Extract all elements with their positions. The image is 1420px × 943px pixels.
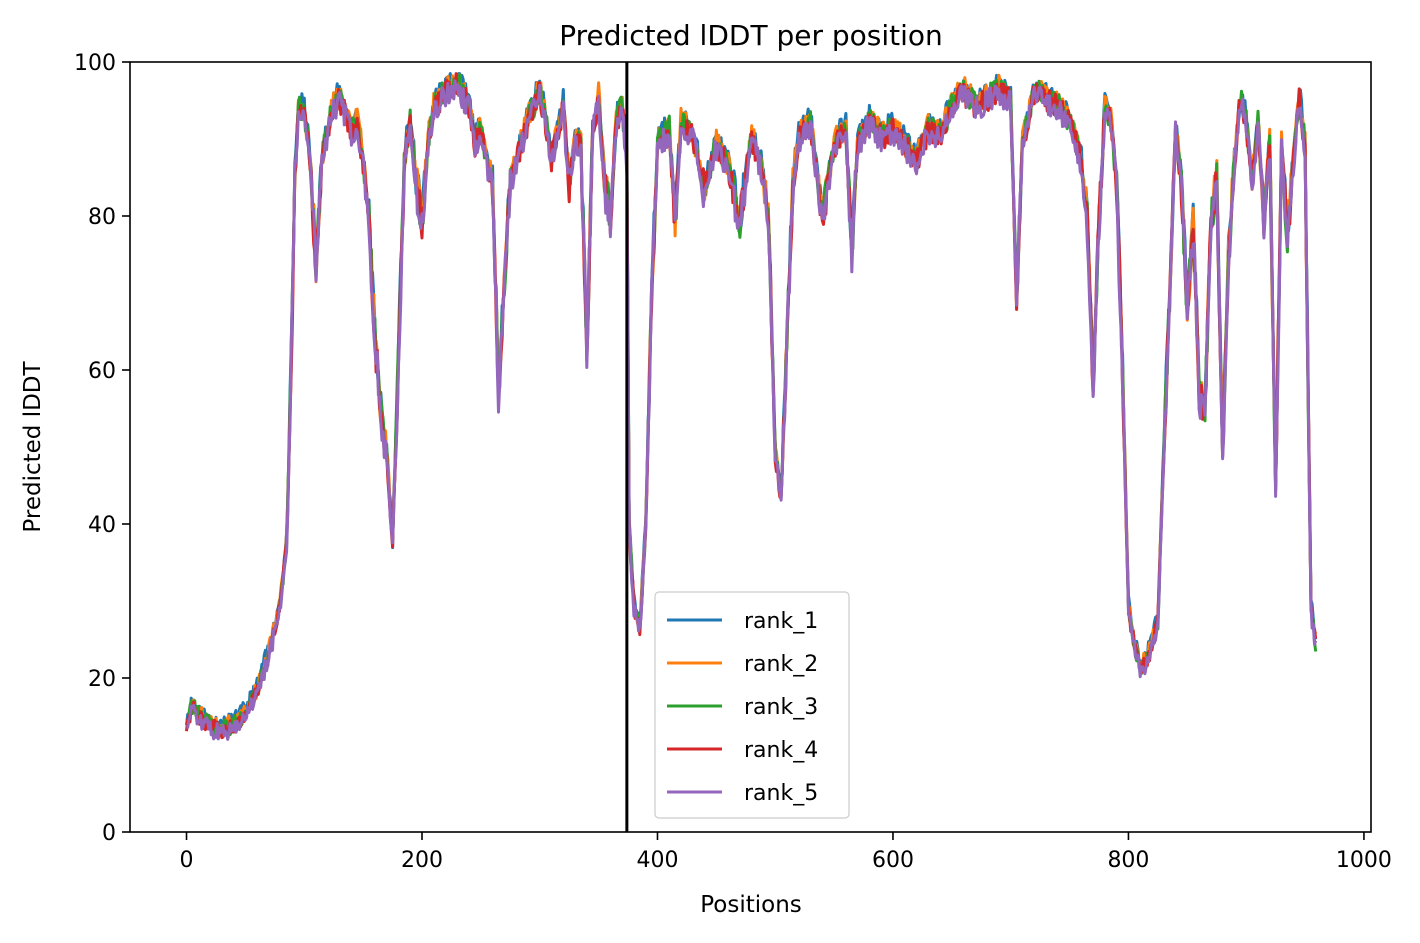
y-tick-label: 100: [74, 51, 116, 76]
x-tick-label: 600: [872, 848, 914, 873]
x-tick-label: 400: [636, 848, 678, 873]
legend: rank_1 rank_2 rank_3 rank_4 rank_5: [654, 591, 850, 819]
legend-label-rank_5: rank_5: [744, 781, 818, 806]
series-layer: [185, 72, 1318, 741]
x-axis: 0 200 400 600 800 1000: [180, 832, 1392, 873]
y-tick-label: 0: [102, 821, 116, 846]
y-tick-label: 60: [88, 359, 116, 384]
legend-items: rank_1 rank_2 rank_3 rank_4 rank_5: [667, 609, 818, 806]
y-tick-label: 20: [88, 667, 116, 692]
legend-label-rank_3: rank_3: [744, 695, 818, 720]
legend-frame: [654, 591, 850, 819]
plot-frame: [129, 61, 1372, 833]
y-axis: 0 20 40 60 80 100: [74, 51, 130, 846]
series-line-rank_5: [186, 79, 1318, 741]
x-tick-label: 800: [1107, 848, 1149, 873]
legend-label-rank_1: rank_1: [744, 609, 818, 634]
x-tick-label: 200: [401, 848, 443, 873]
x-tick-label: 1000: [1336, 848, 1392, 873]
legend-label-rank_2: rank_2: [744, 652, 818, 677]
legend-label-rank_4: rank_4: [744, 738, 818, 763]
y-axis-label: Predicted lDDT: [20, 360, 46, 532]
y-tick-label: 80: [88, 205, 116, 230]
x-tick-label: 0: [180, 848, 194, 873]
x-axis-label: Positions: [700, 892, 802, 918]
y-tick-label: 40: [88, 513, 116, 538]
chart-title: Predicted lDDT per position: [559, 19, 943, 52]
